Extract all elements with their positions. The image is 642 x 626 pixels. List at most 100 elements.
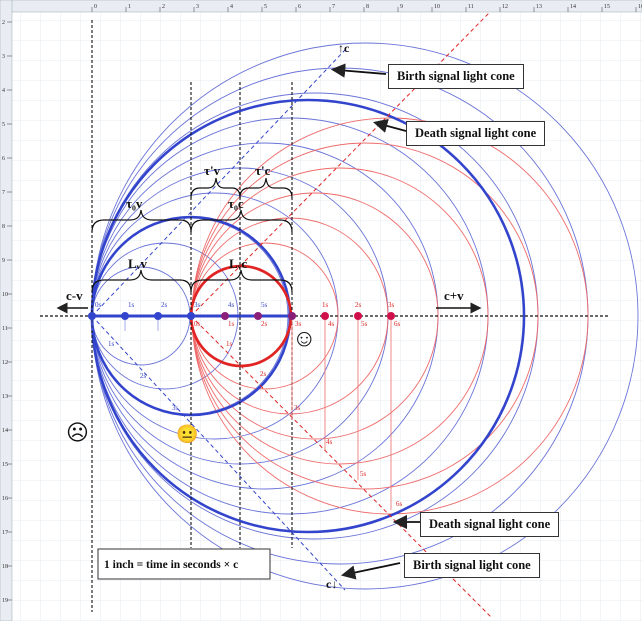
red-diagonal-tick-label: 2s [260,370,267,378]
blue-axis-tick-label: 2s [161,301,168,309]
ruler-number: 1 [128,4,131,10]
ruler-number: 8 [366,4,369,10]
death-signal-callout-bottom: Death signal light cone [420,512,560,537]
blue-diagonal-tick-label: 2s [140,372,147,380]
birth-signal-callout-bottom: Birth signal light cone [404,553,540,578]
ruler-number: 11 [2,326,8,332]
red-event-dot [354,312,362,320]
ruler-number: 4 [2,88,5,94]
axis-tick-labels: 0s 1s 2s 3s 4s 5s 0s 1s 2s 3s 4s 5s 6s 1s 2s 3s 1s 2s 3s 1s… [95,301,403,508]
red-axis-tick-label: 1s [228,320,235,328]
ruler-number: 10 [2,292,8,298]
ruler-number: 13 [2,394,8,400]
braces [91,177,293,293]
red-diagonal-tick-label: 1s [226,340,233,348]
blue-axis-tick-label: 1s [128,301,135,309]
blue-event-dot [154,312,162,320]
ruler-number: 6 [298,4,301,10]
ruler-number: 11 [468,4,474,10]
blue-event-dot [121,312,129,320]
ruler-number: 7 [332,4,335,10]
label-tau0-c: τ₀c [228,196,244,211]
red-top-tick-label: 2s [355,301,362,309]
red-top-tick-label: 3s [388,301,395,309]
red-diagonal-down [190,315,493,619]
red-axis-tick-label: 6s [394,320,401,328]
ruler-number: 7 [2,190,5,196]
red-top-tick-label: 1s [322,301,329,309]
scale-note: 1 inch = time in seconds × c [104,559,238,571]
label-tau0-v: τ₀v [126,196,143,211]
red-event-dot [321,312,329,320]
death-signal-callout-top: Death signal light cone [406,121,546,146]
ruler-number: 19 [2,598,8,604]
brace-tau-prime-c [239,177,293,199]
ruler-number: 6 [2,156,5,162]
brace-Lc-c [190,269,293,293]
ruler-number: 17 [2,530,8,536]
label-Lv-v: Lᵥv [128,256,148,271]
ruler-number: 5 [2,122,5,128]
purple-event-dot [221,312,229,320]
scale-note-box [97,548,271,580]
ruler-number: 2 [2,20,5,26]
ruler-number: 12 [502,4,508,10]
ruler-number: 15 [2,462,8,468]
blue-diagonal-tick-label: 3s [172,404,179,412]
ruler-number: 10 [434,4,440,10]
label-Lc-c: Lᵥc [229,256,248,271]
birth-top-arrow [330,63,387,78]
red-axis-tick-label: 3s [295,320,302,328]
blue-event-dot [88,312,96,320]
sad-face-icon: ☹ [66,420,89,445]
ruler-number: 3 [2,54,5,60]
ruler-number: 9 [400,4,403,10]
blue-diagonal-down [91,315,346,591]
birth-signal-callout-top: Birth signal light cone [388,64,524,89]
ruler-number: 14 [570,4,576,10]
blue-axis-tick-label: 4s [228,301,235,309]
neutral-face-icon: 😐 [176,424,198,444]
event-dots [88,312,395,320]
purple-event-dot [288,312,296,320]
ruler-number: 13 [536,4,542,10]
happy-face-icon: ☺ [292,326,317,352]
blue-diagonal-tick-label: 1s [108,340,115,348]
birth-bottom-arrow [340,562,401,580]
blue-diagonal-up [91,49,346,317]
ruler-number: 16 [638,4,642,10]
red-axis-tick-label: 0s [194,320,201,328]
ruler-number: 4 [230,4,233,10]
brace-Lv-v [91,269,192,293]
blue-axis-tick-label: 5s [261,301,268,309]
ruler-number: 18 [2,564,8,570]
label-c-plus-v: c+v [444,288,464,303]
red-diagonal-tick-label: 5s [360,470,367,478]
label-tau-prime-c: τ'c [255,163,271,178]
red-diagonal-tick-label: 3s [294,404,301,412]
purple-event-dot [254,312,262,320]
red-event-dot [387,312,395,320]
ruler-number: 2 [162,4,165,10]
brace-tau-prime-v [190,177,241,199]
label-tau-prime-v: τ'v [204,163,221,178]
blue-axis-tick-label: 0s [95,301,102,309]
ruler-number: 14 [2,428,8,434]
red-diagonal-tick-label: 6s [396,500,403,508]
ruler-number: 15 [604,4,610,10]
red-axis-tick-label: 4s [328,320,335,328]
blue-event-dot [187,312,195,320]
ruler-number: 12 [2,360,8,366]
red-diagonal-up [190,11,491,317]
brace-tau0-v [91,209,192,233]
ruler-number: 5 [264,4,267,10]
red-axis-tick-label: 2s [261,320,268,328]
red-axis-tick-label: 5s [361,320,368,328]
label-c-minus-v: c-v [66,288,83,303]
death-top-arrow [373,118,407,133]
label-c-up: ↑c [338,41,350,55]
brace-tau0-c [190,209,293,233]
ruler-number: 0 [94,4,97,10]
red-diagonal-tick-label: 4s [326,438,333,446]
